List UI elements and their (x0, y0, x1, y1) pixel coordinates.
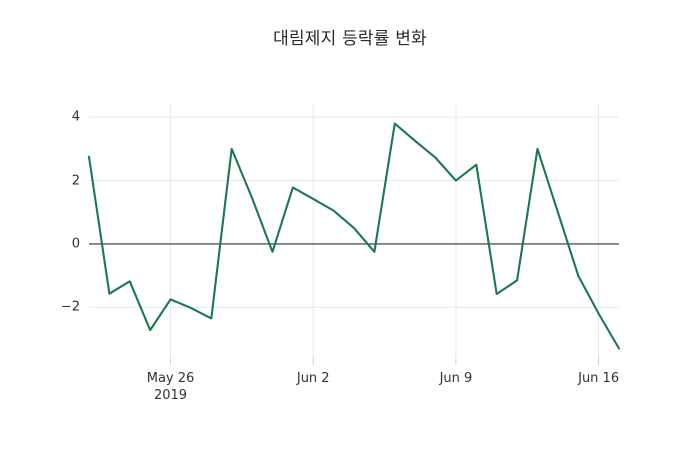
x-tick-label-main: Jun 2 (296, 371, 330, 386)
x-tick-label: May 26 2019 (121, 370, 221, 404)
y-tick-label: 4 (71, 109, 80, 125)
x-tick-label: Jun 9 (406, 370, 506, 387)
x-tick-label: Jun 2 (263, 370, 363, 387)
x-tick-marks-group (170, 358, 600, 365)
x-tick-label-main: Jun 16 (578, 371, 620, 386)
data-series-line (87, 122, 621, 350)
y-tick-label: −2 (60, 299, 80, 315)
y-tick-label: 0 (71, 236, 80, 252)
x-tick-label: Jun 16 (549, 370, 649, 387)
y-tick-label: 2 (71, 173, 80, 189)
x-gridlines-group (170, 104, 600, 358)
chart-title: 대림제지 등락률 변화 (273, 29, 427, 49)
x-tick-label-main: May 26 (146, 371, 195, 386)
gridlines-group (89, 116, 619, 308)
x-tick-label-year: 2019 (153, 388, 188, 403)
x-tick-label-main: Jun 9 (439, 371, 473, 386)
